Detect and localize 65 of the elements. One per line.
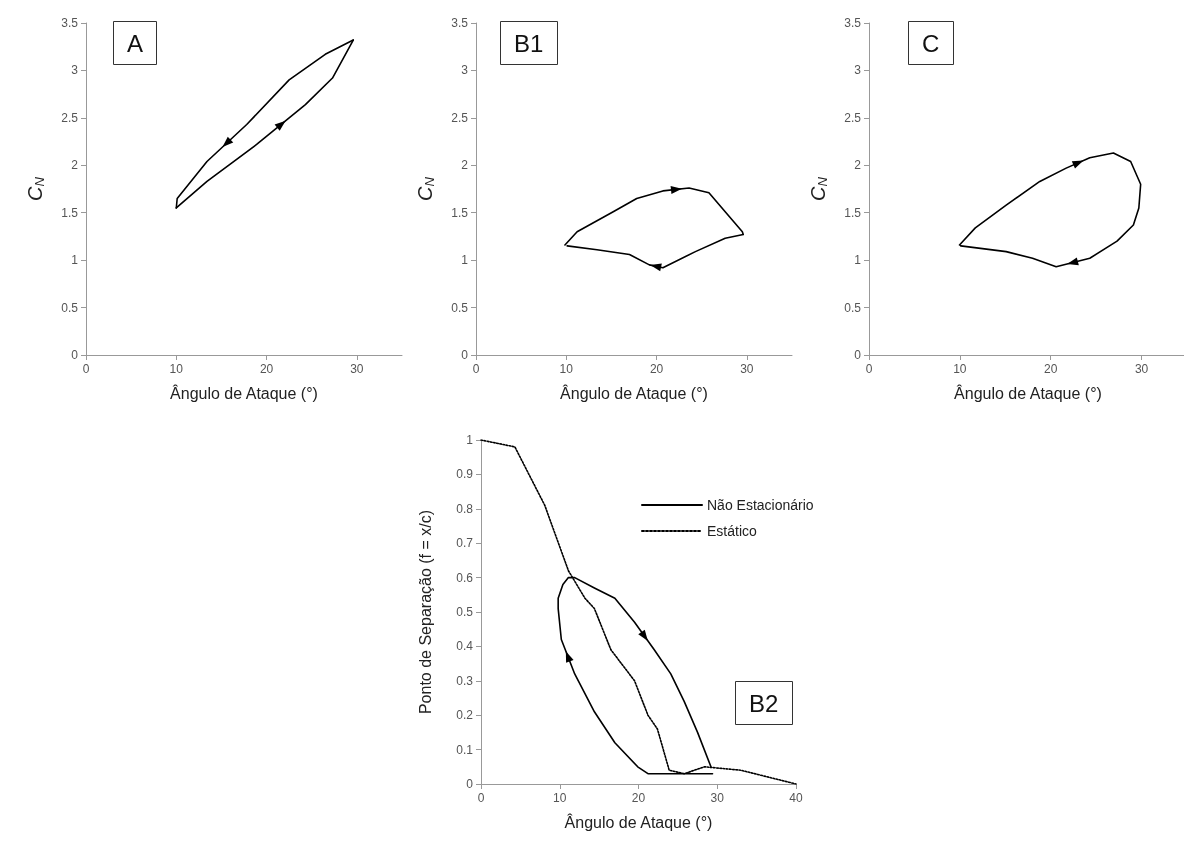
- legend-label: Não Estacionário: [707, 497, 814, 513]
- y-tick-label: 0.9: [456, 467, 474, 482]
- x-tick-label: 10: [559, 362, 574, 376]
- y-tick-label: 0.3: [456, 673, 474, 688]
- y-tick-label: 2.5: [451, 110, 469, 125]
- y-tick-label: 0: [466, 777, 474, 791]
- legend-label: Estático: [707, 523, 758, 539]
- y-tick-label: 0.5: [456, 605, 474, 619]
- y-tick-label: 0.7: [456, 536, 474, 551]
- x-tick-label: 0: [865, 362, 873, 376]
- y-tick-label: 1: [71, 253, 79, 268]
- x-tick-label: 10: [553, 791, 567, 805]
- x-axis-title: Ângulo de Ataque (°): [170, 383, 318, 402]
- y-tick-label: 2: [71, 158, 79, 173]
- x-axis-title: Ângulo de Ataque (°): [954, 383, 1102, 402]
- y-tick-label: 0: [461, 348, 469, 362]
- y-tick-label: 2.5: [844, 110, 862, 125]
- x-tick-label: 40: [789, 791, 803, 805]
- x-tick-label: 0: [82, 362, 90, 376]
- y-tick-label: 0.5: [61, 300, 79, 315]
- x-tick-label: 20: [631, 791, 646, 805]
- chart-title: B1: [514, 29, 544, 57]
- x-tick-label: 30: [1134, 362, 1149, 376]
- y-tick-label: 2: [461, 158, 469, 173]
- x-tick-label: 30: [350, 362, 364, 376]
- y-tick-label: 0: [71, 348, 79, 362]
- y-tick-label: 3: [461, 63, 469, 78]
- y-axis-title: CN: [413, 176, 437, 201]
- x-tick-label: 0: [477, 791, 485, 805]
- y-tick-label: 0.2: [456, 708, 474, 723]
- y-axis-title: CN: [806, 176, 830, 201]
- y-tick-label: 3: [854, 63, 862, 78]
- y-tick-label: 0.1: [456, 742, 474, 757]
- y-tick-label: 0: [854, 348, 862, 362]
- x-tick-label: 20: [259, 362, 274, 376]
- y-tick-label: 3: [71, 63, 79, 78]
- y-tick-label: 3.5: [61, 16, 79, 30]
- y-tick-label: 1: [461, 253, 469, 268]
- y-tick-label: 1: [466, 433, 474, 447]
- y-tick-label: 0.6: [456, 570, 474, 585]
- x-tick-label: 10: [953, 362, 967, 376]
- y-tick-label: 0.5: [844, 300, 862, 315]
- y-tick-label: 3.5: [844, 16, 862, 30]
- y-tick-label: 2.5: [61, 110, 79, 125]
- chart-title: A: [127, 29, 144, 57]
- x-tick-label: 20: [649, 362, 664, 376]
- y-tick-label: 1.5: [61, 205, 79, 220]
- x-axis-title: Ângulo de Ataque (°): [564, 812, 713, 831]
- y-tick-label: 2: [854, 158, 862, 173]
- y-tick-label: 1.5: [844, 205, 862, 220]
- chart-title: C: [922, 29, 940, 57]
- x-tick-label: 30: [740, 362, 754, 376]
- y-tick-label: 0.5: [451, 300, 469, 315]
- y-tick-label: 1.5: [451, 205, 469, 220]
- y-axis-title: Ponto de Separação (f = x/c): [416, 509, 434, 715]
- x-tick-label: 20: [1044, 362, 1058, 376]
- y-tick-label: 3.5: [451, 16, 469, 30]
- x-tick-label: 10: [169, 362, 184, 376]
- y-tick-label: 0.4: [456, 639, 474, 654]
- y-tick-label: 1: [854, 253, 862, 268]
- y-axis-title: CN: [23, 176, 47, 201]
- text: B2: [749, 689, 779, 717]
- x-axis-title: Ângulo de Ataque (°): [560, 383, 708, 402]
- x-tick-label: 30: [710, 791, 725, 805]
- y-tick-label: 0.8: [456, 501, 474, 516]
